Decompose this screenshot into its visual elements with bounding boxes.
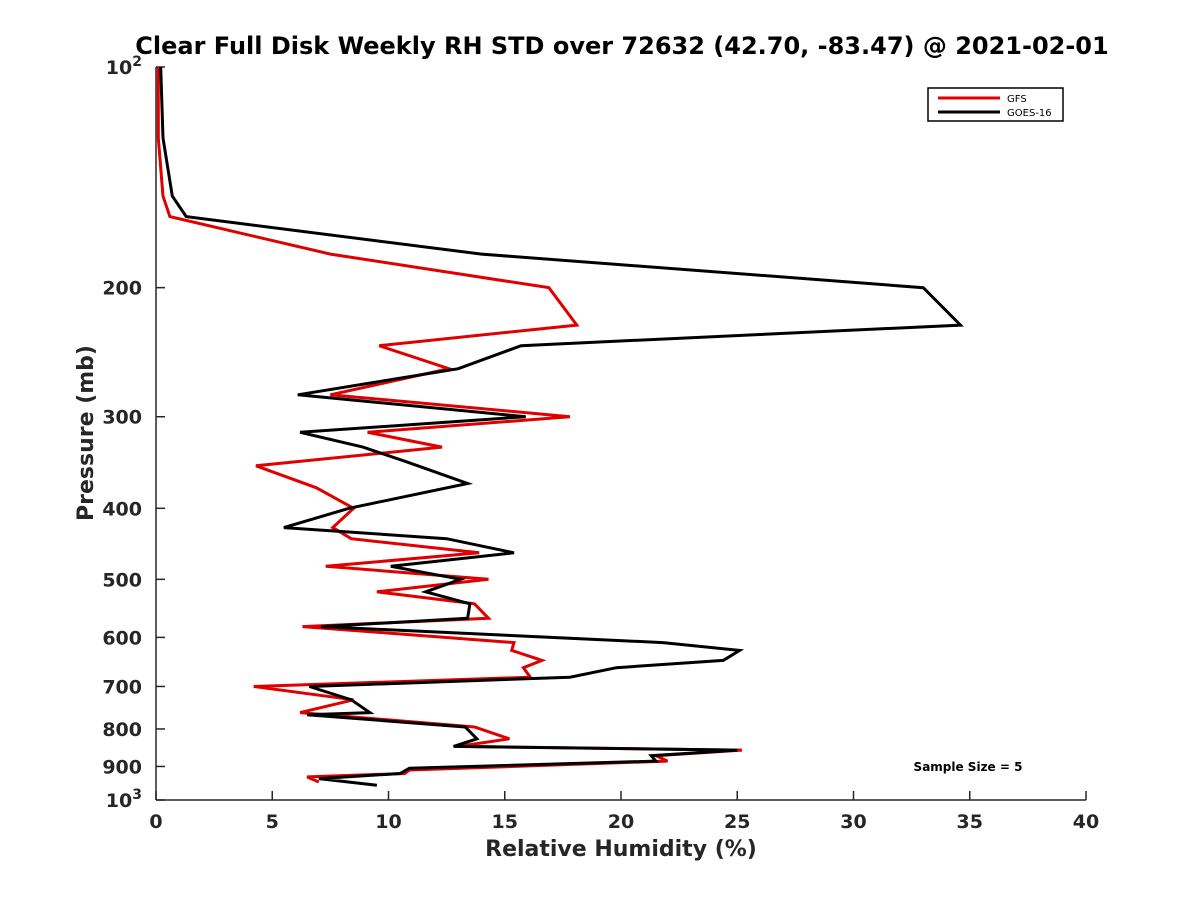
y-tick-label: 800 — [102, 719, 142, 741]
legend-label-gfs: GFS — [1007, 94, 1027, 105]
x-axis-label: Relative Humidity (%) — [485, 837, 757, 862]
sample-size-annotation: Sample Size = 5 — [914, 760, 1023, 774]
legend: GFS GOES-16 — [927, 87, 1064, 122]
y-tick-label: 300 — [102, 407, 142, 429]
y-tick-label: 500 — [102, 569, 142, 591]
y-tick-label: 600 — [102, 627, 142, 649]
series-line-goes-16 — [159, 66, 964, 787]
y-tick-label: 103 — [106, 787, 142, 812]
x-tick-label: 0 — [149, 811, 162, 833]
axes: 0 5 10 15 20 25 30 35 40 102 200 300 400 500 600 700 800… — [102, 54, 1099, 833]
y-tick-label: 400 — [102, 498, 142, 520]
series-layer — [156, 66, 964, 787]
legend-label-goes-16: GOES-16 — [1007, 108, 1052, 119]
y-tick-label: 102 — [106, 54, 142, 79]
x-tick-label: 20 — [608, 811, 634, 833]
x-tick-label: 10 — [375, 811, 401, 833]
legend-box — [927, 87, 1064, 122]
x-tick-label: 5 — [266, 811, 279, 833]
y-axis-label: Pressure (mb) — [74, 345, 99, 521]
series-line-gfs — [156, 67, 742, 784]
chart-title: Clear Full Disk Weekly RH STD over 72632… — [135, 32, 1108, 60]
x-tick-label: 40 — [1073, 811, 1099, 833]
y-tick-label: 700 — [102, 676, 142, 698]
x-tick-label: 15 — [492, 811, 518, 833]
y-tick-label: 200 — [102, 278, 142, 300]
x-tick-label: 30 — [840, 811, 866, 833]
x-tick-label: 25 — [724, 811, 750, 833]
y-tick-label: 900 — [102, 756, 142, 778]
x-tick-label: 35 — [957, 811, 983, 833]
